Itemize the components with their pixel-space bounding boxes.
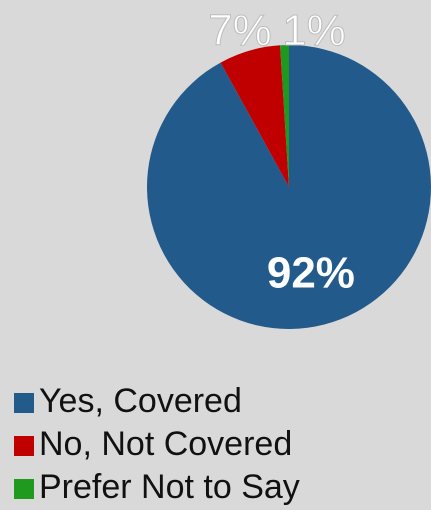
pie-slice-yes-covered: [146, 45, 431, 330]
legend-item-no-not-covered: No, Not Covered: [14, 423, 300, 466]
legend-swatch-prefer-not-to-say: [14, 479, 34, 499]
legend-item-prefer-not-to-say: Prefer Not to Say: [14, 466, 300, 509]
pie-slices: [146, 45, 431, 330]
legend-label: Prefer Not to Say: [39, 468, 300, 506]
slice-label-yes-covered: 92%: [267, 248, 355, 297]
pie-slice-no-not-covered: [220, 45, 289, 187]
slice-label-prefer-not-to-say: 1%: [282, 6, 346, 55]
legend-label: No, Not Covered: [39, 425, 293, 463]
slice-labels: 92% 7% 1%: [208, 6, 355, 298]
legend-swatch-no-not-covered: [14, 436, 34, 456]
pie-slice-prefer-not-to-say: [280, 45, 289, 187]
legend-label: Yes, Covered: [39, 382, 242, 420]
legend-item-yes-covered: Yes, Covered: [14, 380, 300, 423]
slice-label-no-not-covered: 7%: [208, 6, 272, 55]
legend: Yes, Covered No, Not Covered Prefer Not …: [14, 380, 300, 509]
legend-swatch-yes-covered: [14, 393, 34, 413]
